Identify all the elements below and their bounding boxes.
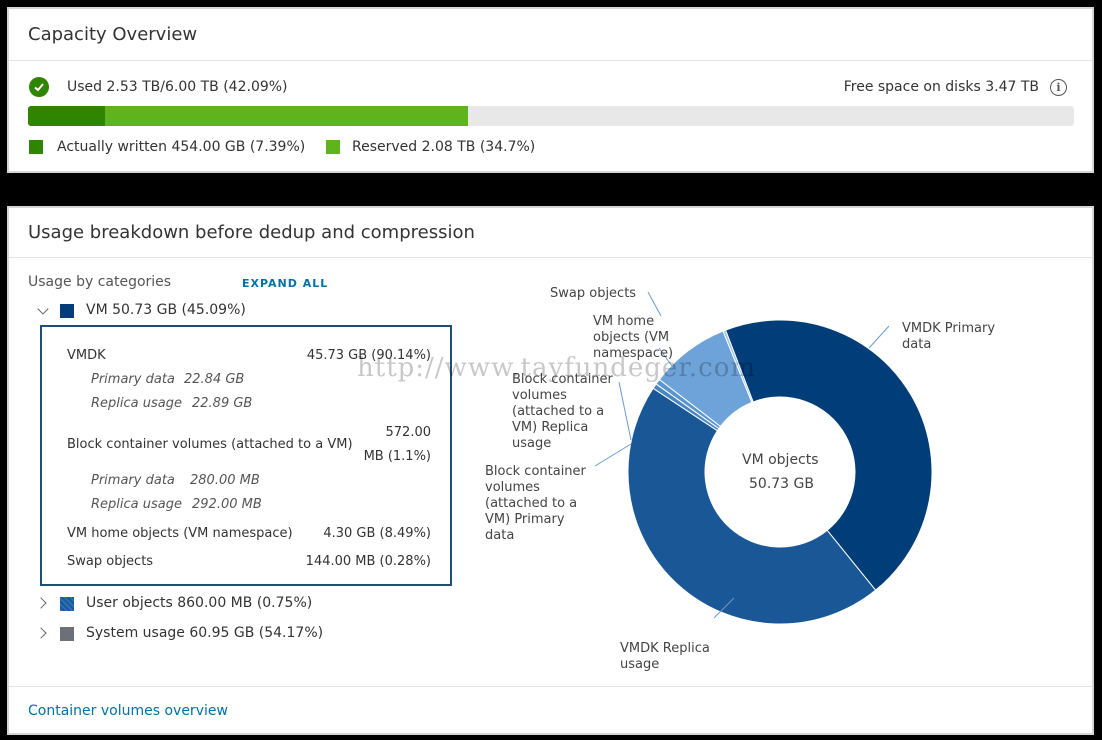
info-circle-icon[interactable]: i <box>1050 79 1067 96</box>
user-objects-swatch <box>60 597 74 611</box>
vm-objects-donut-chart <box>594 291 933 625</box>
vmdk-primary-label: Primary data <box>91 372 175 387</box>
donut-center-title: VM objects <box>742 452 819 468</box>
system-usage-swatch <box>60 627 74 641</box>
vmdk-label: VMDK <box>67 348 106 363</box>
breakdown-divider <box>9 257 1092 258</box>
expand-all-button[interactable]: EXPAND ALL <box>242 277 329 290</box>
vm-home-label: VM home objects (VM namespace) <box>67 526 293 541</box>
label-bcv-primary: Block container volumes (attached to a VM) … <box>485 464 586 543</box>
vmdk-value: 45.73 GB (90.14%) <box>306 348 431 363</box>
user-objects-label[interactable]: User objects 860.00 MB (0.75%) <box>86 595 313 611</box>
check-circle-icon <box>29 77 49 97</box>
usage-breakdown-card: Usage breakdown before dedup and compres… <box>7 206 1094 735</box>
leader-line-1 <box>713 597 735 619</box>
leader-line-3 <box>658 347 673 367</box>
vmdk-replica-label: Replica usage <box>91 396 182 411</box>
bcv-primary-value: 280.00 MB <box>190 473 260 488</box>
bcv-primary-label: Primary data <box>91 473 175 488</box>
leader-line-4 <box>618 381 632 441</box>
vmdk-primary-value: 22.84 GB <box>184 372 245 387</box>
label-vmdk-replica: VMDK Replica usage <box>620 641 710 672</box>
label-vmdk-primary: VMDK Primary data <box>902 321 996 352</box>
container-volumes-link[interactable]: Container volumes overview <box>28 703 228 719</box>
donut-slice-0[interactable] <box>724 319 933 591</box>
free-space-text: Free space on disks 3.47 TB <box>843 79 1039 95</box>
donut-center-value: 50.73 GB <box>749 476 814 492</box>
vm-detail-box: VMDK 45.73 GB (90.14%) Primary data 22.8… <box>40 325 452 586</box>
donut-slice-1[interactable] <box>627 387 877 625</box>
reserved-segment <box>105 106 469 126</box>
bcv-replica-value: 292.00 MB <box>192 497 262 512</box>
capacity-overview-card: Capacity Overview Used 2.53 TB/6.00 TB (… <box>7 7 1094 173</box>
watermark-text: http://www.tayfundeger.com <box>357 353 757 383</box>
swap-label: Swap objects <box>67 554 154 569</box>
legend-written: Actually written 454.00 GB (7.39%) <box>57 139 306 155</box>
legend-reserved: Reserved 2.08 TB (34.7%) <box>352 139 536 155</box>
vm-home-value: 4.30 GB (8.49%) <box>323 526 431 541</box>
bcv-replica-label: Replica usage <box>91 497 182 512</box>
vm-category-label[interactable]: VM 50.73 GB (45.09%) <box>86 302 246 318</box>
leader-line-2 <box>647 291 662 317</box>
leader-line-5 <box>594 443 632 467</box>
label-vm-home: VM home objects (VM namespace) <box>593 314 674 361</box>
footer-divider <box>9 686 1092 687</box>
written-swatch <box>29 140 43 154</box>
written-segment <box>28 106 106 126</box>
capacity-title: Capacity Overview <box>28 24 198 45</box>
capacity-divider <box>9 60 1092 61</box>
leader-line-0 <box>868 325 890 349</box>
donut-slice-5[interactable] <box>722 329 754 404</box>
vm-swatch <box>60 304 74 318</box>
vmdk-replica-value: 22.89 GB <box>192 396 253 411</box>
used-capacity-text: Used 2.53 TB/6.00 TB (42.09%) <box>67 79 288 95</box>
system-usage-label[interactable]: System usage 60.95 GB (54.17%) <box>86 625 324 641</box>
breakdown-title: Usage breakdown before dedup and compres… <box>28 222 475 243</box>
bcv-label: Block container volumes (attached to a V… <box>67 437 353 452</box>
categories-label: Usage by categories <box>28 274 172 290</box>
label-swap-objects: Swap objects <box>550 286 637 301</box>
swap-value: 144.00 MB (0.28%) <box>305 554 431 569</box>
bcv-value-line1: 572.00 <box>385 425 432 440</box>
capacity-bar <box>28 106 1074 126</box>
bcv-value-line2: MB (1.1%) <box>363 449 431 464</box>
label-bcv-replica: Block container volumes (attached to a VM) … <box>512 372 613 451</box>
reserved-swatch <box>326 140 340 154</box>
